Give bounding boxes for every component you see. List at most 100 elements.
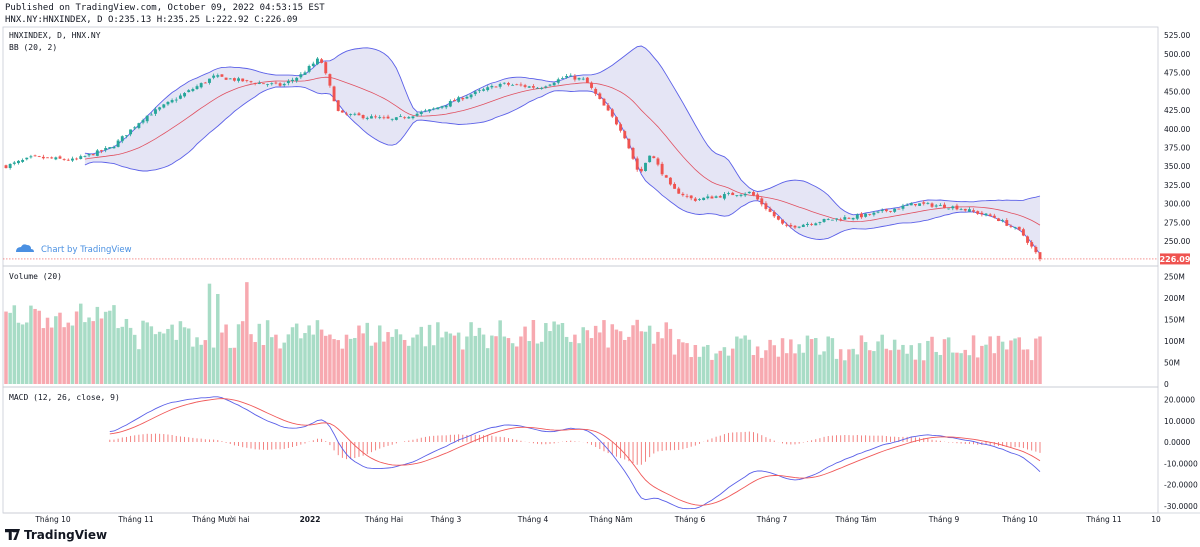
volume-bar bbox=[128, 327, 133, 384]
volume-bar bbox=[938, 354, 943, 384]
volume-bar bbox=[431, 345, 436, 384]
x-tick-label: Tháng Mười hai bbox=[191, 515, 250, 524]
volume-bar bbox=[66, 322, 71, 384]
candle-body bbox=[203, 82, 207, 84]
candle-body bbox=[224, 77, 228, 80]
volume-bar bbox=[735, 336, 739, 384]
volume-bar bbox=[855, 354, 860, 384]
volume-bar bbox=[274, 334, 278, 384]
macd-tick-label: 20.0000 bbox=[1164, 396, 1195, 405]
macd-tick-label: 10.0000 bbox=[1164, 417, 1195, 426]
candle-body bbox=[594, 88, 598, 94]
candle-body bbox=[87, 153, 91, 156]
candle-body bbox=[972, 210, 976, 212]
volume-bar bbox=[294, 323, 299, 384]
volume-bar bbox=[955, 352, 959, 384]
volume-bar bbox=[876, 341, 880, 384]
candle-body bbox=[1030, 242, 1034, 247]
volume-bar bbox=[303, 333, 307, 384]
candle-body bbox=[133, 127, 137, 129]
candle-body bbox=[25, 157, 29, 160]
candle-body bbox=[216, 75, 220, 77]
candle-body bbox=[432, 108, 436, 110]
candle-body bbox=[581, 78, 585, 80]
volume-bar bbox=[917, 343, 922, 384]
x-tick-label: Tháng 10 bbox=[1001, 515, 1038, 524]
volume-bar bbox=[440, 337, 444, 384]
tradingview-logo[interactable]: TradingView bbox=[5, 528, 107, 542]
candle-body bbox=[743, 193, 747, 196]
volume-bar bbox=[506, 338, 511, 384]
chart-canvas[interactable]: 525.00 500.00 475.00 450.00 425.00 400.00 375.… bbox=[0, 26, 1200, 525]
x-tick-label: Tháng Tám bbox=[834, 515, 876, 524]
volume-bar bbox=[1021, 349, 1026, 384]
candle-body bbox=[8, 163, 12, 169]
volume-bar bbox=[510, 343, 515, 384]
volume-bar bbox=[191, 346, 195, 384]
candle-body bbox=[913, 204, 917, 206]
volume-bar bbox=[365, 322, 370, 384]
volume-bar bbox=[386, 332, 390, 384]
tradingview-watermark[interactable]: Chart by TradingView bbox=[16, 244, 132, 255]
candle-body bbox=[411, 116, 415, 119]
volume-bar bbox=[328, 334, 332, 384]
candle-body bbox=[681, 193, 685, 196]
candle-body bbox=[100, 150, 103, 152]
candle-body bbox=[606, 105, 610, 111]
volume-bar bbox=[573, 334, 577, 384]
volume-bar bbox=[872, 351, 876, 384]
brand-text: TradingView bbox=[24, 528, 108, 542]
candle-body bbox=[652, 156, 656, 159]
volume-bar bbox=[888, 350, 893, 384]
volume-bar bbox=[822, 351, 826, 384]
volume-bar bbox=[581, 327, 585, 384]
volume-bar bbox=[660, 338, 664, 384]
volume-bar bbox=[843, 360, 847, 384]
volume-bar bbox=[353, 337, 357, 384]
volume-bar bbox=[369, 345, 374, 384]
candle-body bbox=[955, 205, 959, 210]
candle-body bbox=[83, 156, 87, 157]
volume-bar bbox=[714, 353, 718, 384]
candle-body bbox=[752, 192, 755, 196]
candle-body bbox=[768, 208, 772, 212]
candle-body bbox=[199, 83, 203, 88]
volume-bar bbox=[851, 348, 855, 384]
volume-bar bbox=[523, 326, 527, 384]
candle-body bbox=[673, 183, 677, 189]
candle-body bbox=[531, 86, 535, 88]
volume-bar bbox=[20, 324, 25, 384]
candle-body bbox=[648, 155, 652, 163]
volume-bar bbox=[921, 360, 926, 384]
volume-bar bbox=[838, 349, 843, 384]
candle-body bbox=[444, 105, 448, 108]
candle-body bbox=[540, 87, 544, 89]
candle-body bbox=[137, 123, 141, 128]
volume-bar bbox=[4, 311, 8, 384]
macd-line bbox=[109, 396, 1041, 510]
candle-body bbox=[378, 117, 382, 119]
candle-body bbox=[614, 117, 618, 125]
volume-bar bbox=[793, 353, 797, 384]
candle-body bbox=[291, 79, 294, 82]
volume-bar bbox=[344, 334, 349, 384]
bb-basis bbox=[84, 76, 1041, 226]
volume-bar bbox=[58, 312, 62, 384]
volume-bar bbox=[485, 348, 490, 384]
candle-body bbox=[644, 162, 647, 171]
candle-body bbox=[835, 218, 838, 220]
volume-bar bbox=[689, 357, 693, 384]
candle-body bbox=[922, 202, 926, 204]
candle-body bbox=[29, 156, 33, 158]
candle-body bbox=[664, 175, 668, 178]
candle-body bbox=[469, 94, 473, 98]
volume-bar bbox=[390, 336, 394, 384]
candle-body bbox=[656, 158, 660, 165]
candles bbox=[4, 57, 1042, 262]
volume-bar bbox=[311, 334, 316, 384]
volume-bar bbox=[87, 317, 91, 384]
watermark-text: Chart by TradingView bbox=[41, 245, 132, 255]
volume-bar bbox=[764, 350, 768, 384]
volume-bar bbox=[560, 323, 565, 384]
volume-bar bbox=[245, 282, 249, 384]
